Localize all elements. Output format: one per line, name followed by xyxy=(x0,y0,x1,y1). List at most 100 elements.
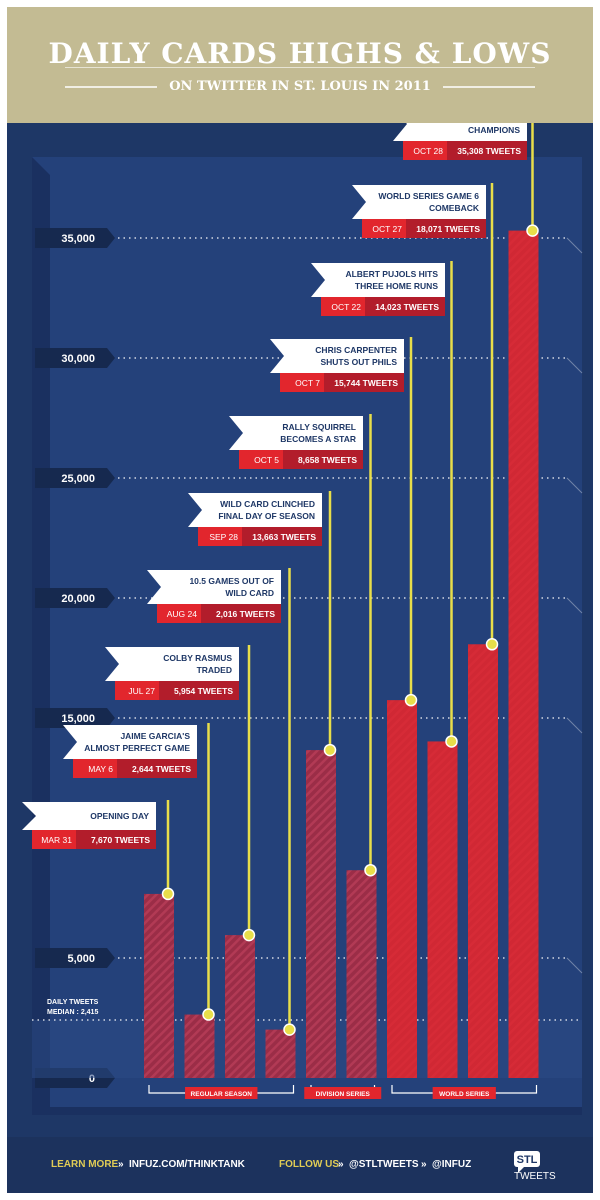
annotation-tweets: 14,023 TWEETS xyxy=(375,302,439,312)
y-tick-tab xyxy=(35,708,115,728)
annotation-date: OCT 7 xyxy=(295,378,320,388)
gridline-tail xyxy=(566,237,583,254)
annotation-may-6: JAIME GARCIA'S ALMOST PERFECT GAME MAY 6 2,… xyxy=(63,723,215,1021)
stage-side-panel xyxy=(32,157,50,1115)
learn-more-link[interactable]: INFUZ.COM/THINKTANK xyxy=(129,1159,245,1170)
flag-peg xyxy=(404,693,418,707)
flag-peg xyxy=(526,224,539,237)
tweets-box xyxy=(117,759,197,778)
bar-may-6 xyxy=(184,1014,215,1078)
annotation-date: MAY 6 xyxy=(88,764,113,774)
annotation-date: OCT 28 xyxy=(413,146,443,156)
date-box xyxy=(157,604,201,623)
tweets-box xyxy=(324,373,404,392)
gridline-tail xyxy=(566,357,583,374)
tweets-box xyxy=(406,219,486,238)
flag-title: SHUTS OUT PHILS xyxy=(320,357,397,367)
flag-title: COLBY RASMUS xyxy=(163,653,232,663)
y-tick-label: 35,000 xyxy=(61,233,95,245)
flag-peg xyxy=(283,1023,296,1036)
median-label-line1: DAILY TWEETS xyxy=(47,999,99,1006)
annotation-jul-27: COLBY RASMUS TRADED JUL 27 5,954 TWEETS xyxy=(105,645,256,942)
infuz-handle-link[interactable]: @INFUZ xyxy=(432,1159,472,1170)
y-tick-label: 15,000 xyxy=(61,713,95,725)
flag-banner xyxy=(270,339,404,373)
group-label: DIVISION SERIES xyxy=(316,1091,371,1098)
group-label-box xyxy=(304,1087,382,1099)
separator-1: » xyxy=(118,1159,124,1170)
flag-title: TRADED xyxy=(197,665,232,675)
flag-title: 10.5 GAMES OUT OF xyxy=(189,576,274,586)
flag-peg xyxy=(445,735,458,748)
annotation-tweets: 8,658 TWEETS xyxy=(298,455,357,465)
group-label: WORLD SERIES xyxy=(439,1091,490,1098)
y-tick-label: 25,000 xyxy=(61,473,95,485)
annotation-date: AUG 24 xyxy=(167,609,198,619)
date-box xyxy=(73,759,117,778)
y-tick-tab xyxy=(35,228,115,248)
bar-texture xyxy=(427,741,458,1078)
annotation-tweets: 5,954 TWEETS xyxy=(174,686,233,696)
group-regular-season: REGULAR SEASON xyxy=(148,1085,295,1099)
flag-title: WILD CARD CLINCHED xyxy=(220,499,315,509)
flag-title: CHAMPIONS xyxy=(468,125,520,135)
date-box xyxy=(32,830,76,849)
stltweets-handle-link[interactable]: @STLTWEETS xyxy=(349,1159,419,1170)
bar-aug-24 xyxy=(265,1029,296,1078)
y-tick-label: 20,000 xyxy=(61,593,95,605)
annotation-aug-24: 10.5 GAMES OUT OF WILD CARD AUG 24 2,016 TW… xyxy=(147,568,296,1036)
date-box xyxy=(115,681,159,700)
flag-title: FINAL DAY OF SEASON xyxy=(218,511,315,521)
annotation-date: JUL 27 xyxy=(128,686,155,696)
flag-title: WORLD SERIES GAME 6 xyxy=(378,191,479,201)
flag-banner xyxy=(393,123,527,141)
flag-peg xyxy=(364,863,377,877)
flag-banner xyxy=(105,647,239,681)
infographic-frame: DAILY CARDS HIGHS & LOWS ON TWITTER IN S… xyxy=(7,7,593,1193)
annotation-tweets: 2,644 TWEETS xyxy=(132,764,191,774)
group-label-box xyxy=(185,1087,258,1099)
annotation-oct-22: ALBERT PUJOLS HITS THREE HOME RUNS OCT 22 1… xyxy=(311,261,458,748)
flag-title: WILD CARD xyxy=(225,588,274,598)
stage-floor xyxy=(50,1107,582,1115)
annotation-tweets: 35,308 TWEETS xyxy=(457,146,521,156)
page-title: DAILY CARDS HIGHS & LOWS xyxy=(48,37,552,70)
flag-peg xyxy=(202,1008,215,1021)
gridline-tail xyxy=(566,717,583,734)
group-world-series: WORLD SERIES xyxy=(391,1085,538,1099)
separator-3: » xyxy=(421,1159,427,1170)
annotation-tweets: 18,071 TWEETS xyxy=(416,224,480,234)
follow-us-label: FOLLOW US xyxy=(279,1159,339,1170)
flag-title: RALLY SQUIRREL xyxy=(282,422,356,432)
tweets-box xyxy=(447,141,527,160)
y-tick-tab xyxy=(35,588,115,608)
annotation-date: SEP 28 xyxy=(209,532,238,542)
flag-peg xyxy=(323,743,337,757)
date-box xyxy=(280,373,324,392)
learn-more-label: LEARN MORE xyxy=(51,1159,119,1170)
flag-title: ALBERT PUJOLS HITS xyxy=(345,269,438,279)
annotation-tweets: 2,016 TWEETS xyxy=(216,609,275,619)
bar-texture xyxy=(387,700,417,1078)
date-box xyxy=(239,450,283,469)
flag-title: CHRIS CARPENTER xyxy=(315,345,397,355)
flag-banner xyxy=(63,725,197,759)
footer-bar: LEARN MORE » INFUZ.COM/THINKTANK FOLLOW … xyxy=(7,1137,593,1193)
subtitle-rule-right xyxy=(443,86,535,88)
annotation-tweets: 13,663 TWEETS xyxy=(252,532,316,542)
bar-texture xyxy=(508,230,539,1078)
y-tick-tab xyxy=(35,948,115,968)
flag-title: OPENING DAY xyxy=(90,811,149,821)
page-subtitle: ON TWITTER IN ST. LOUIS IN 2011 xyxy=(169,79,431,94)
annotation-oct-7: CHRIS CARPENTER SHUTS OUT PHILS OCT 7 15,74… xyxy=(270,337,418,707)
flag-banner xyxy=(229,416,363,450)
flag-banner xyxy=(188,493,322,527)
bar-oct-5 xyxy=(346,870,377,1078)
annotation-date: OCT 5 xyxy=(254,455,279,465)
annotation-oct-27: WORLD SERIES GAME 6 COMEBACK OCT 27 18,071 … xyxy=(352,183,499,651)
flag-title: JAIME GARCIA'S xyxy=(120,731,190,741)
flag-title: BECOMES A STAR xyxy=(280,434,356,444)
annotation-tweets: 7,670 TWEETS xyxy=(91,835,150,845)
tweets-bar-chart: 0 5,000 15,000 20,000 25,000 30,000 35,000 DAIL… xyxy=(22,123,583,1115)
